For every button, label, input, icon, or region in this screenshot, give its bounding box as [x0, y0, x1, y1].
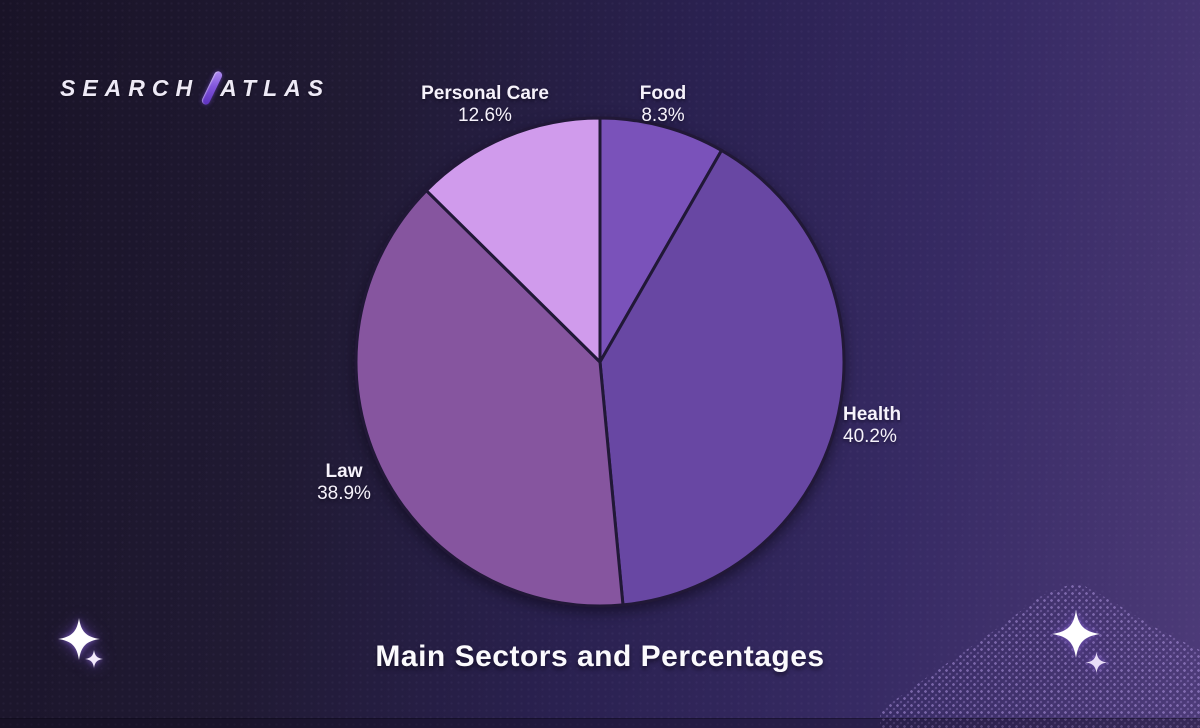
pie-slice-law [354, 189, 625, 608]
sparkle-icon [1052, 610, 1100, 658]
bottom-edge-strip [0, 718, 1200, 728]
sparkle-icon-small [85, 650, 103, 668]
chart-title: Main Sectors and Percentages [375, 640, 825, 673]
slice-percent: 12.6% [458, 104, 512, 126]
pie-slice-health [598, 148, 846, 607]
pie-chart [350, 112, 850, 612]
slice-percent: 38.9% [317, 482, 371, 504]
slice-label-personal-care: Personal Care 12.6% [421, 83, 549, 126]
logo-text-atlas: ATLAS [220, 74, 331, 101]
slice-label-law: Law 38.9% [317, 461, 371, 504]
search-atlas-logo: SEARCH ATLAS [60, 70, 330, 106]
slice-name: Food [639, 83, 687, 104]
pie-slice-food [598, 116, 724, 364]
sparkle-icon-small [1086, 652, 1107, 673]
slice-name: Personal Care [421, 83, 549, 104]
pie-slice-personal-care [424, 116, 602, 364]
slice-name: Law [325, 461, 363, 482]
pie-chart-svg [354, 116, 846, 608]
slice-label-health: Health 40.2% [843, 404, 901, 447]
slice-percent: 8.3% [641, 104, 685, 126]
slice-label-food: Food 8.3% [640, 83, 686, 126]
slice-percent: 40.2% [843, 425, 897, 447]
logo-text-search: SEARCH [60, 74, 200, 101]
sparkle-icon [58, 618, 100, 660]
slice-name: Health [843, 404, 902, 425]
